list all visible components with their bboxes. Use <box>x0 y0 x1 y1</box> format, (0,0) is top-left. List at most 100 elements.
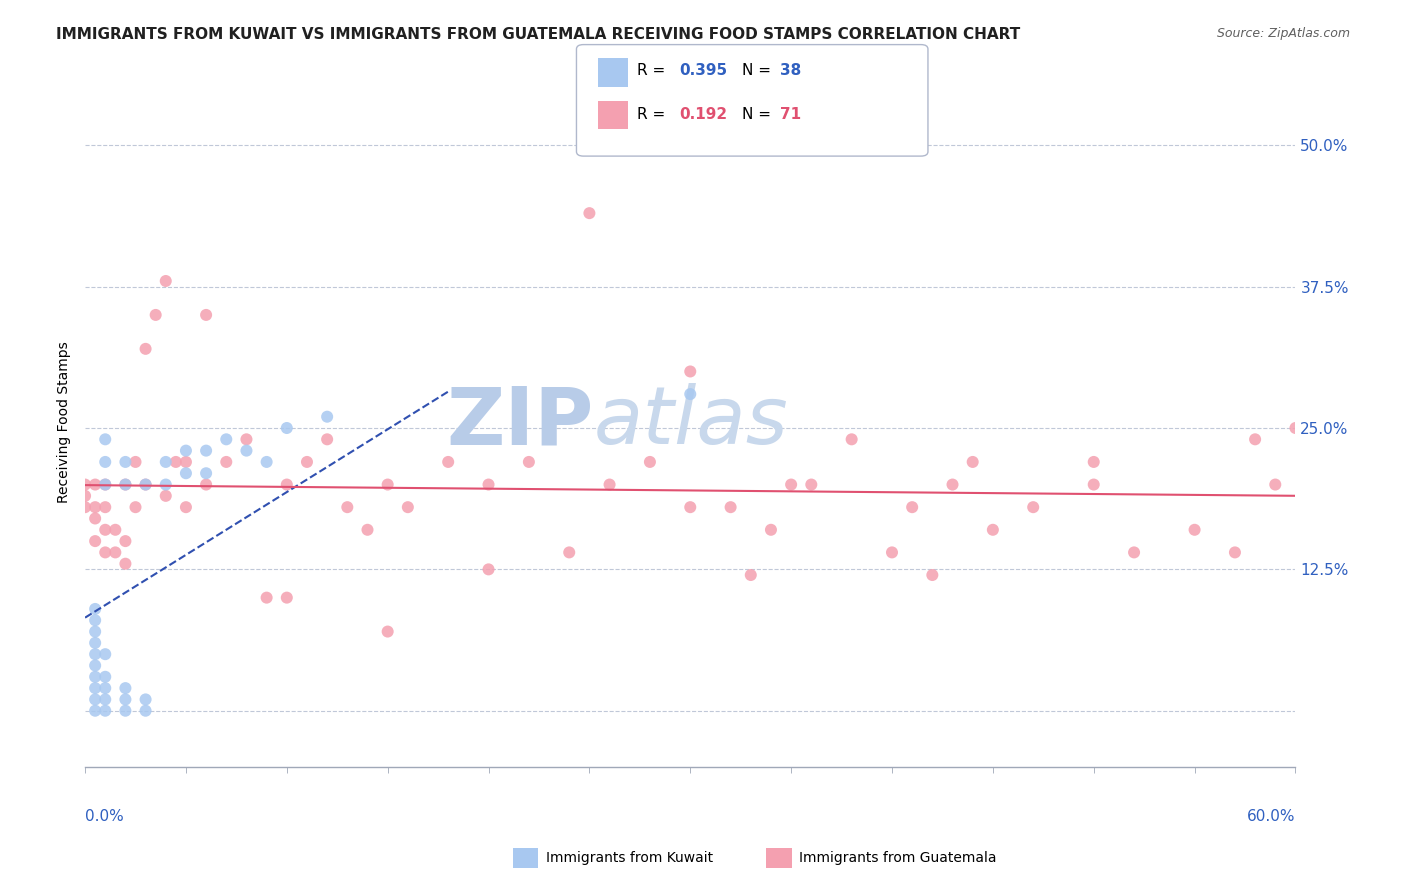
Point <box>94 647 117 661</box>
Text: Immigrants from Guatemala: Immigrants from Guatemala <box>799 851 995 865</box>
Point <box>94 477 117 491</box>
Text: 0.0%: 0.0% <box>86 809 124 823</box>
Point <box>94 523 117 537</box>
Point <box>114 455 136 469</box>
Point <box>1244 433 1267 447</box>
Point <box>720 500 742 515</box>
Text: N =: N = <box>742 107 776 121</box>
Point <box>94 433 117 447</box>
Point <box>235 433 257 447</box>
Point <box>84 636 107 650</box>
Point <box>84 681 107 695</box>
Point <box>84 624 107 639</box>
Point <box>84 500 107 515</box>
Text: ZIP: ZIP <box>446 384 593 461</box>
Text: 60.0%: 60.0% <box>1247 809 1295 823</box>
Point <box>235 443 257 458</box>
Point <box>941 477 963 491</box>
Point <box>276 477 298 491</box>
Point <box>880 545 903 559</box>
Point <box>155 489 177 503</box>
Point <box>84 704 107 718</box>
Point <box>114 477 136 491</box>
Point <box>195 467 218 481</box>
Text: IMMIGRANTS FROM KUWAIT VS IMMIGRANTS FROM GUATEMALA RECEIVING FOOD STAMPS CORREL: IMMIGRANTS FROM KUWAIT VS IMMIGRANTS FRO… <box>56 27 1021 42</box>
Point <box>174 455 197 469</box>
Point <box>84 692 107 706</box>
Point <box>174 467 197 481</box>
Point <box>558 545 581 559</box>
Point <box>679 364 702 378</box>
Point <box>104 523 127 537</box>
Point <box>276 591 298 605</box>
Point <box>256 591 278 605</box>
Text: N =: N = <box>742 63 776 78</box>
Point <box>94 681 117 695</box>
Point <box>1022 500 1045 515</box>
Point <box>477 562 499 576</box>
Point <box>145 308 167 322</box>
Point <box>84 534 107 549</box>
Point <box>377 624 399 639</box>
Point <box>114 534 136 549</box>
Point <box>75 477 97 491</box>
Text: 38: 38 <box>780 63 801 78</box>
Point <box>75 489 97 503</box>
Point <box>75 500 97 515</box>
Point <box>901 500 924 515</box>
Point <box>155 477 177 491</box>
Point <box>114 557 136 571</box>
Point <box>841 433 863 447</box>
Text: 0.192: 0.192 <box>679 107 727 121</box>
Point <box>84 670 107 684</box>
Point <box>155 455 177 469</box>
Point <box>1123 545 1146 559</box>
Point <box>135 704 157 718</box>
Text: 71: 71 <box>780 107 801 121</box>
Point <box>256 455 278 469</box>
Y-axis label: Receiving Food Stamps: Receiving Food Stamps <box>58 342 72 503</box>
Point <box>124 455 146 469</box>
Point <box>94 455 117 469</box>
Point <box>780 477 803 491</box>
Point <box>921 568 943 582</box>
Text: R =: R = <box>637 63 671 78</box>
Text: R =: R = <box>637 107 671 121</box>
Point <box>599 477 621 491</box>
Point <box>1083 477 1105 491</box>
Point <box>84 658 107 673</box>
Text: 0.395: 0.395 <box>679 63 727 78</box>
Point <box>800 477 823 491</box>
Point <box>638 455 661 469</box>
Point <box>84 602 107 616</box>
Point <box>84 613 107 627</box>
Point <box>174 500 197 515</box>
Point <box>135 477 157 491</box>
Point <box>135 342 157 356</box>
Point <box>1223 545 1246 559</box>
Point <box>679 500 702 515</box>
Text: Source: ZipAtlas.com: Source: ZipAtlas.com <box>1216 27 1350 40</box>
Point <box>165 455 187 469</box>
Point <box>94 670 117 684</box>
Point <box>114 681 136 695</box>
Point <box>962 455 984 469</box>
Point <box>155 274 177 288</box>
Point <box>84 511 107 525</box>
Point <box>104 545 127 559</box>
Point <box>84 647 107 661</box>
Point <box>195 308 218 322</box>
Point <box>295 455 318 469</box>
Point <box>135 477 157 491</box>
Point <box>215 455 238 469</box>
Point <box>578 206 600 220</box>
Point <box>1083 455 1105 469</box>
Point <box>94 477 117 491</box>
Point <box>981 523 1004 537</box>
Point <box>195 443 218 458</box>
Point <box>477 477 499 491</box>
Point <box>1184 523 1206 537</box>
Point <box>94 545 117 559</box>
Point <box>1284 421 1306 435</box>
Point <box>740 568 762 582</box>
